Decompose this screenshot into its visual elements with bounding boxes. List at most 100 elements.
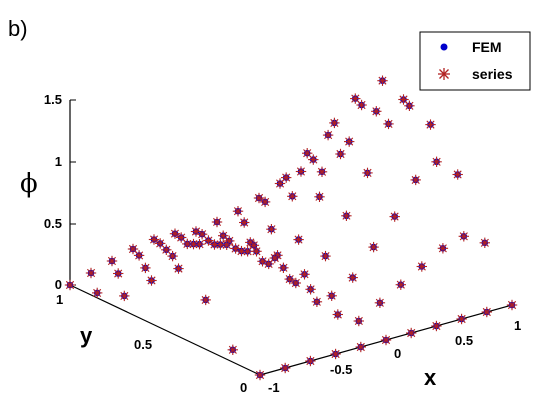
x-tick-0-5: 0.5	[455, 333, 473, 348]
series-point	[329, 117, 340, 129]
legend-label-fem: FEM	[472, 39, 502, 55]
series-point	[416, 261, 427, 272]
legend-box	[419, 31, 531, 91]
series-point	[259, 196, 271, 208]
z-tick-0: 0	[55, 277, 62, 292]
series-point	[377, 75, 388, 86]
panel-label: b)	[8, 16, 28, 41]
series-point	[452, 169, 463, 180]
series-point	[140, 262, 151, 274]
series-point	[176, 232, 187, 243]
series-point	[302, 148, 313, 159]
series-point	[221, 239, 232, 250]
series-point	[173, 263, 184, 274]
y-tick-1: 1	[56, 292, 63, 307]
series-point	[389, 211, 400, 222]
x-tick-neg0-5: -0.5	[330, 362, 352, 377]
z-tick-1: 1	[55, 154, 62, 169]
legend-marker-fem	[440, 43, 448, 51]
series-point	[305, 284, 316, 295]
series-point	[167, 250, 178, 262]
y-ticks: 1 0.5 0	[56, 292, 247, 395]
series-point	[398, 94, 409, 105]
series-point	[330, 348, 341, 360]
series-point	[280, 362, 291, 374]
series-point	[425, 119, 436, 130]
series-point	[371, 106, 382, 117]
z-ticks: 1.5 1 0.5 0	[44, 92, 76, 292]
series-point	[218, 230, 229, 241]
series-point	[295, 166, 307, 177]
series-point	[64, 279, 76, 291]
legend: FEM series	[419, 31, 531, 91]
series-point	[293, 234, 304, 245]
series-point	[190, 226, 202, 237]
series-point	[253, 192, 265, 204]
series-point	[322, 129, 334, 141]
series-point	[355, 341, 366, 353]
series-point	[458, 231, 469, 242]
series-point	[211, 216, 223, 228]
series-point	[335, 148, 346, 160]
series-point	[431, 320, 442, 332]
series-point	[92, 287, 103, 299]
legend-label-series: series	[472, 66, 513, 82]
series-point	[406, 327, 417, 339]
series-point	[481, 306, 492, 318]
series-point	[133, 250, 145, 261]
series-point	[127, 243, 139, 255]
series-point	[431, 156, 442, 167]
series-point	[269, 252, 280, 264]
series-point	[374, 297, 386, 308]
series-point	[362, 167, 373, 179]
series-point	[85, 267, 97, 279]
series-point	[353, 315, 364, 327]
series-point	[188, 238, 199, 250]
series-point	[113, 268, 124, 279]
series-point	[284, 273, 295, 285]
z-tick-1-5: 1.5	[44, 92, 62, 107]
series-point	[479, 237, 490, 248]
series-point	[314, 191, 325, 202]
y-tick-0: 0	[240, 380, 247, 395]
series-point	[404, 100, 415, 111]
series-point	[232, 206, 244, 217]
y-tick-0-5: 0.5	[134, 337, 152, 352]
x-tick-neg1: -1	[268, 380, 280, 395]
series-point	[281, 172, 292, 183]
series-point	[341, 210, 352, 221]
series-point	[368, 241, 379, 253]
series-point	[316, 166, 328, 177]
series-point	[506, 299, 518, 311]
x-tick-0: 0	[394, 346, 401, 361]
series-point	[194, 239, 205, 250]
series-point	[344, 136, 355, 147]
series-point	[299, 269, 310, 280]
series-point	[311, 296, 323, 307]
x-axis-title: x	[424, 365, 437, 390]
x-ticks: -1 -0.5 0 0.5 1	[268, 318, 521, 395]
z-axis-title: ϕ	[20, 169, 38, 199]
series-point	[380, 334, 392, 346]
series-point	[106, 255, 118, 267]
data-points	[64, 75, 518, 381]
series-point	[347, 272, 358, 283]
series-point	[456, 313, 467, 325]
series-point	[350, 93, 361, 104]
legend-marker-series	[438, 68, 450, 80]
series-point	[410, 174, 421, 186]
series-point	[308, 154, 319, 165]
series-point	[395, 279, 406, 290]
series-point	[320, 250, 331, 262]
series-point	[287, 191, 298, 202]
series-point	[305, 355, 316, 367]
x-tick-1: 1	[514, 318, 521, 333]
series-point	[437, 243, 449, 254]
series-point	[200, 294, 211, 306]
series-point	[155, 238, 166, 249]
series-point	[119, 290, 130, 302]
series-point	[332, 309, 343, 320]
series-point	[169, 228, 181, 239]
y-axis-line	[69, 284, 261, 376]
